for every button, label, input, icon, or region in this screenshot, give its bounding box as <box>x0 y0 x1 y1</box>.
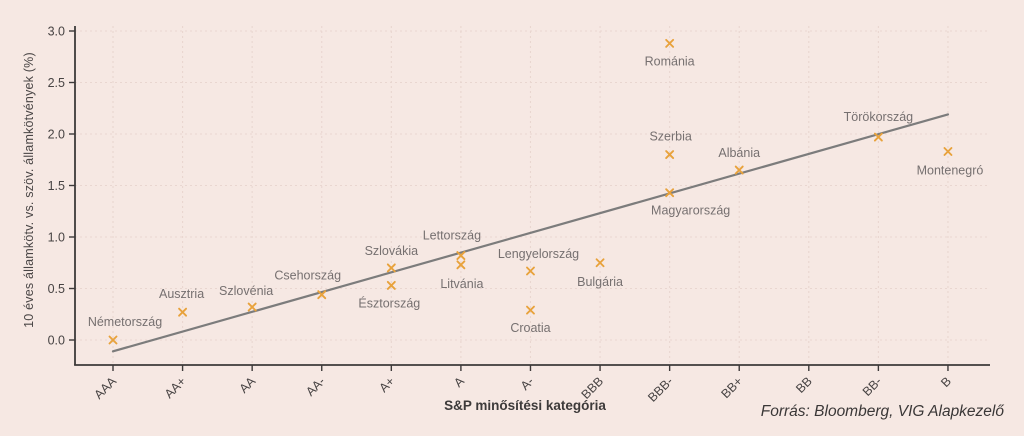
data-point-marker <box>317 290 327 300</box>
country-label: Magyarország <box>651 204 730 218</box>
y-axis-tick-label: 2.5 <box>48 76 65 90</box>
y-axis-tick-label: 0.0 <box>48 334 65 348</box>
data-point-marker <box>526 305 535 315</box>
country-label: Szlovénia <box>219 284 273 298</box>
country-label: Románia <box>645 54 695 68</box>
y-axis-tick-label: 0.5 <box>48 282 65 296</box>
country-label: Szlovákia <box>365 244 419 258</box>
country-label: Ausztria <box>159 287 204 301</box>
country-label: Észtország <box>358 295 420 310</box>
data-point-marker <box>386 280 396 290</box>
data-point-marker <box>526 266 535 276</box>
country-label: Lengyelország <box>498 247 579 261</box>
y-axis-tick-label: 2.0 <box>48 128 65 142</box>
country-label: Bulgária <box>577 275 623 289</box>
data-point-marker <box>108 335 118 345</box>
country-label: Litvánia <box>440 277 483 291</box>
data-point-marker <box>665 150 675 160</box>
data-point-marker <box>943 147 953 156</box>
country-label: Németország <box>88 315 162 329</box>
trend-line <box>111 113 950 353</box>
data-point-marker <box>247 302 257 312</box>
country-label: Törökország <box>844 110 914 124</box>
data-point-marker <box>178 307 188 317</box>
country-label: Montenegró <box>917 164 984 178</box>
data-point-marker <box>456 260 466 270</box>
country-label: Albánia <box>718 146 760 160</box>
data-point-marker <box>456 251 466 260</box>
data-point-marker <box>665 38 675 48</box>
country-label: Lettország <box>423 229 481 243</box>
data-point-marker <box>873 132 883 142</box>
y-axis-tick-label: 1.0 <box>48 231 65 245</box>
data-point-marker <box>734 165 744 175</box>
country-label: Szerbia <box>649 130 691 144</box>
country-label: Croatia <box>510 321 550 335</box>
y-axis-title: 10 éves államkötv. vs. szöv. államkötvén… <box>22 52 36 328</box>
data-point-marker <box>386 263 396 273</box>
source-note: Forrás: Bloomberg, VIG Alapkezelő <box>760 403 1004 420</box>
x-axis-title: S&P minősítési kategória <box>444 398 606 413</box>
y-axis-tick-label: 1.5 <box>48 179 65 193</box>
country-label: Csehország <box>274 269 341 283</box>
data-point-marker <box>665 188 675 198</box>
y-axis-tick-label: 3.0 <box>48 25 65 39</box>
data-point-marker <box>595 258 605 268</box>
